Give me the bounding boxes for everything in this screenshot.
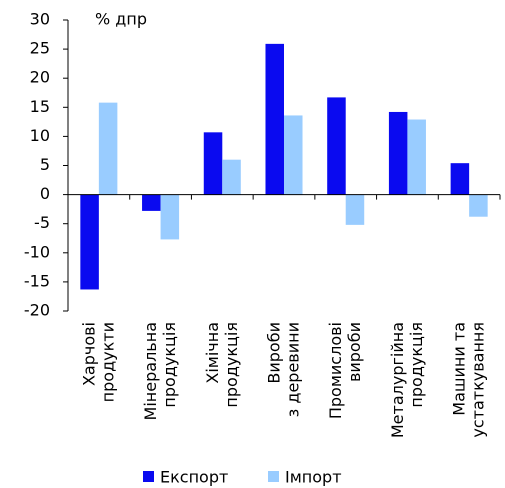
bar [407, 119, 426, 195]
bar [284, 115, 303, 195]
y-tick-label: 20 [30, 68, 50, 87]
bar [469, 194, 488, 217]
bar [203, 132, 223, 195]
y-axis-label: % дпр [95, 10, 147, 29]
x-tick-label-line: устаткування [468, 322, 487, 438]
x-tick-label: Харчовіпродукти [79, 322, 117, 402]
x-tick-label: Машини таустаткування [449, 322, 487, 438]
legend-swatch [268, 471, 279, 482]
y-tick-label: -20 [24, 301, 50, 320]
bar [265, 43, 284, 195]
x-tick-label-line: з деревини [283, 322, 302, 417]
x-tick-label-line: Мінеральна [141, 322, 160, 420]
x-tick-label-line: Промислові [326, 322, 345, 419]
x-tick-label-line: вироби [345, 322, 364, 382]
bar [80, 194, 99, 290]
y-tick-label: 15 [30, 97, 50, 116]
x-tick-label-line: продукція [406, 322, 425, 408]
bar [98, 102, 118, 195]
x-tick-label-line: продукти [98, 322, 117, 402]
y-tick-label: 30 [30, 10, 50, 29]
x-tick-label: Промисловівироби [326, 322, 364, 419]
x-tick-label-line: продукція [160, 322, 179, 408]
y-tick-label: -5 [34, 213, 50, 232]
x-tick-label: Мінеральнапродукція [141, 322, 179, 420]
y-tick-label: 10 [30, 126, 50, 145]
bar [327, 97, 346, 195]
x-tick-label-line: Харчові [79, 322, 98, 386]
x-tick-label: Хімічнапродукція [202, 322, 240, 408]
bar [160, 194, 180, 240]
x-tick-label-line: Хімічна [202, 322, 221, 384]
legend-label: Експорт [160, 468, 228, 487]
bar [142, 194, 161, 211]
y-tick-label: 0 [40, 184, 50, 203]
bar [450, 163, 470, 195]
x-tick-label-line: Металургійна [387, 322, 406, 438]
legend-swatch [143, 471, 154, 482]
y-tick-label: 25 [30, 39, 50, 58]
x-tick-label-line: Вироби [264, 322, 283, 384]
y-tick-label: -15 [24, 271, 50, 290]
y-tick-label: 5 [40, 155, 50, 174]
bar [345, 194, 365, 225]
bar [222, 159, 241, 195]
legend-label: Імпорт [285, 468, 342, 487]
x-tick-label: Металургійнапродукція [387, 322, 425, 438]
y-tick-label: -10 [24, 242, 50, 261]
x-tick-label-line: Машини та [449, 322, 468, 416]
x-tick-label-line: продукція [221, 322, 240, 408]
x-tick-label: Виробиз деревини [264, 322, 302, 417]
bar [388, 111, 408, 195]
